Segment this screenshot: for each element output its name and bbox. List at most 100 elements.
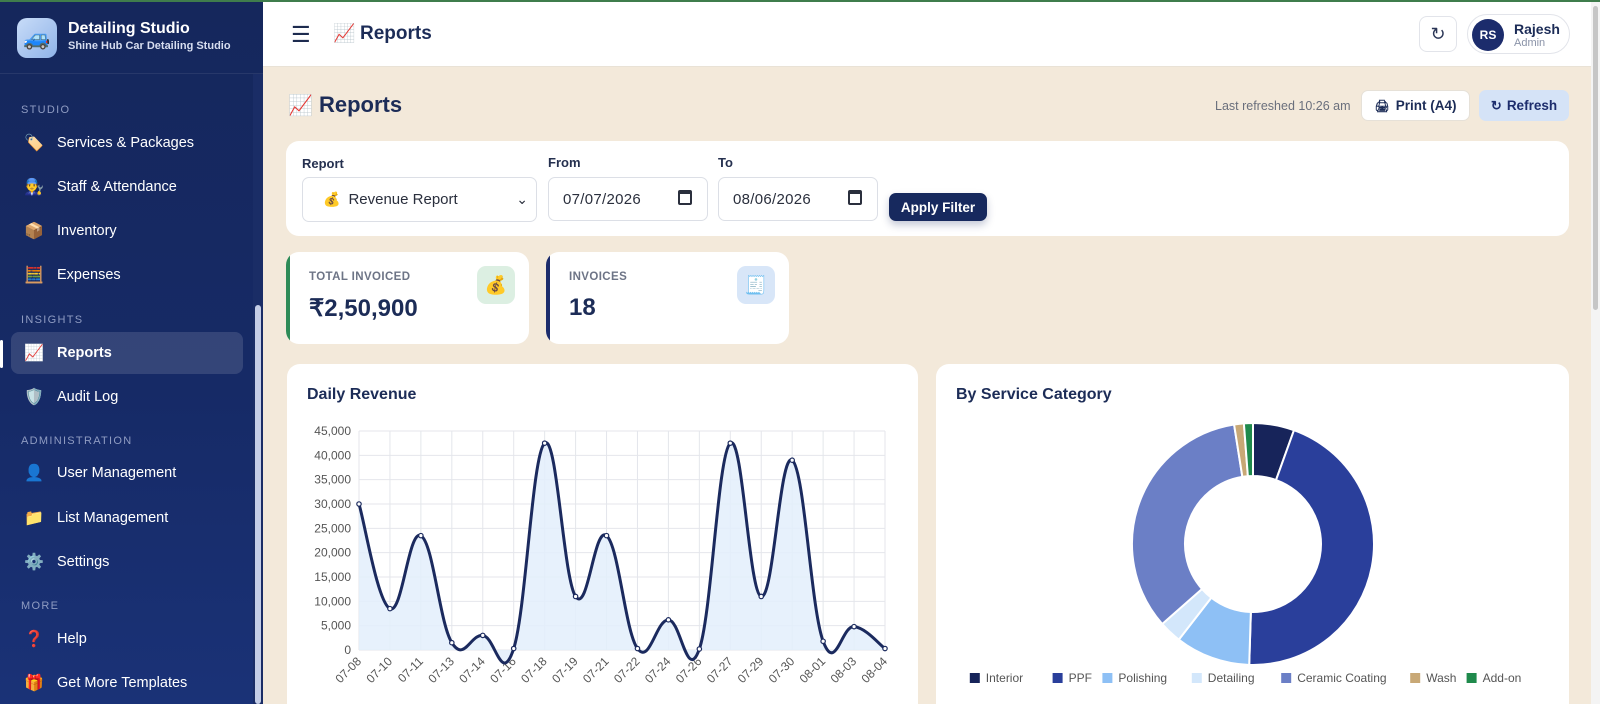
chart-icon: 📈 — [333, 23, 356, 43]
calendar-icon[interactable] — [848, 190, 862, 205]
legend-swatch — [1052, 673, 1063, 683]
sidebar-scrollbar-thumb[interactable] — [255, 305, 261, 704]
kpi-total-invoiced: TOTAL INVOICED ₹2,50,900 💰 — [286, 252, 529, 344]
money-bag-icon: 💰 — [477, 266, 515, 304]
chart-title: By Service Category — [956, 386, 1112, 403]
x-tick-label: 07-18 — [518, 654, 550, 686]
x-tick-label: 08-04 — [859, 654, 891, 686]
from-date-input[interactable]: 07/07/2026 — [548, 177, 708, 221]
sidebar-item-label: Audit Log — [57, 389, 119, 405]
to-date-input[interactable]: 08/06/2026 — [718, 177, 878, 221]
refresh-button[interactable]: ↻ Refresh — [1479, 90, 1569, 121]
sidebar-item-label: User Management — [57, 465, 177, 481]
sidebar-item-inventory[interactable]: 📦 Inventory — [11, 210, 243, 252]
last-refreshed-text: Last refreshed 10:26 am — [1215, 99, 1351, 113]
x-tick-label: 07-27 — [704, 654, 736, 686]
chart-icon: 📈 — [288, 95, 313, 117]
x-tick-label: 08-03 — [828, 654, 860, 686]
page-scrollbar-track[interactable] — [1591, 2, 1600, 704]
to-date-value: 08/06/2026 — [733, 190, 812, 208]
data-point — [479, 632, 486, 639]
kpi-accent-bar — [286, 252, 290, 344]
sidebar-item-reports[interactable]: 📈 Reports — [11, 332, 243, 374]
car-icon: 🚙 — [17, 18, 57, 58]
report-select-value: Revenue Report — [348, 191, 458, 208]
sidebar-item-settings[interactable]: ⚙️ Settings — [11, 541, 243, 583]
x-tick-label: 07-30 — [766, 654, 798, 686]
sidebar-item-list-management[interactable]: 📁 List Management — [11, 497, 243, 539]
kpi-value: ₹2,50,900 — [309, 295, 418, 322]
x-tick-label: 07-08 — [333, 654, 365, 686]
refresh-icon: ↻ — [1490, 97, 1502, 113]
y-tick-label: 35,000 — [314, 473, 351, 487]
sidebar-item-label: Services & Packages — [57, 135, 195, 151]
legend-label: PPF — [1069, 671, 1092, 685]
data-point — [572, 593, 579, 600]
legend-label: Wash — [1426, 671, 1456, 685]
page-scrollbar-thumb[interactable] — [1593, 6, 1598, 310]
data-point — [634, 645, 641, 652]
x-tick-label: 07-13 — [425, 654, 457, 686]
legend-label: Interior — [986, 671, 1023, 685]
header-title: Reports — [360, 23, 432, 44]
legend-label: Add-on — [1483, 671, 1522, 685]
sidebar-item-label: Get More Templates — [57, 675, 188, 691]
sidebar-item-templates[interactable]: 🎁 Get More Templates — [11, 662, 243, 704]
y-tick-label: 15,000 — [314, 570, 351, 584]
refresh-icon-button[interactable]: ↻ — [1419, 16, 1457, 52]
sidebar-item-staff[interactable]: 👨‍🔧 Staff & Attendance — [11, 166, 243, 208]
apply-filter-button[interactable]: Apply Filter — [889, 193, 987, 221]
gear-icon: ⚙️ — [24, 554, 44, 571]
chart-icon: 📈 — [24, 345, 44, 362]
x-tick-label: 08-01 — [797, 654, 829, 686]
y-tick-label: 0 — [344, 643, 351, 657]
sidebar-item-user-management[interactable]: 👤 User Management — [11, 452, 243, 494]
print-label: Print (A4) — [1395, 98, 1457, 113]
y-tick-label: 10,000 — [314, 594, 351, 608]
kpi-invoices: INVOICES 18 🧾 — [546, 252, 789, 344]
brand[interactable]: 🚙 Detailing Studio Shine Hub Car Detaili… — [0, 0, 263, 74]
menu-icon[interactable]: ☰ — [291, 22, 311, 47]
calendar-icon[interactable] — [678, 190, 692, 205]
legend-swatch — [1410, 673, 1421, 683]
sidebar-item-label: List Management — [57, 510, 169, 526]
chevron-down-icon: ⌄ — [516, 191, 528, 207]
sidebar-item-audit-log[interactable]: 🛡️ Audit Log — [11, 376, 243, 418]
sidebar-item-help[interactable]: ❓ Help — [11, 618, 243, 660]
legend-swatch — [1102, 673, 1113, 683]
question-icon: ❓ — [24, 631, 44, 648]
y-tick-label: 30,000 — [314, 497, 351, 511]
avatar: RS — [1472, 19, 1504, 51]
gift-icon: 🎁 — [24, 675, 44, 692]
service-category-card: By Service Category Interior PPF Polishing… — [936, 364, 1569, 704]
nav-section-insights: INSIGHTS — [21, 314, 84, 326]
data-point — [882, 645, 888, 652]
money-bag-icon: 💰 — [323, 191, 341, 207]
legend-swatch — [1466, 673, 1477, 683]
pie-slice-ppf — [1248, 428, 1375, 666]
legend-swatch — [969, 673, 980, 683]
sidebar-item-services[interactable]: 🏷️ Services & Packages — [11, 122, 243, 164]
data-point — [789, 457, 795, 464]
kpi-label: INVOICES — [569, 271, 628, 283]
user-menu[interactable]: RS Rajesh Admin — [1467, 14, 1570, 54]
print-button[interactable]: 🖨 Print (A4) — [1361, 90, 1470, 121]
chart-title: Daily Revenue — [307, 386, 417, 403]
kpi-value: 18 — [569, 294, 596, 321]
data-point — [418, 532, 424, 539]
data-point — [603, 532, 610, 539]
receipt-icon: 🧾 — [737, 266, 775, 304]
top-accent-line — [0, 0, 1600, 2]
x-tick-label: 07-19 — [549, 654, 581, 686]
box-icon: 📦 — [24, 223, 44, 240]
printer-icon: 🖨 — [1374, 98, 1390, 113]
daily-revenue-chart: 0 5,000 10,000 15,000 20,000 25,000 30,000 35,0… — [314, 424, 891, 686]
series-area — [359, 442, 885, 663]
report-select[interactable]: 💰 Revenue Report ⌄ — [302, 177, 537, 222]
x-tick-label: 07-24 — [642, 654, 674, 686]
sidebar-item-label: Settings — [57, 554, 110, 570]
sidebar-item-expenses[interactable]: 🧮 Expenses — [11, 254, 243, 296]
top-header: ☰ 📈 Reports ↻ RS Rajesh Admin — [263, 2, 1591, 67]
y-tick-label: 20,000 — [314, 546, 351, 560]
staff-icon: 👨‍🔧 — [24, 179, 44, 196]
